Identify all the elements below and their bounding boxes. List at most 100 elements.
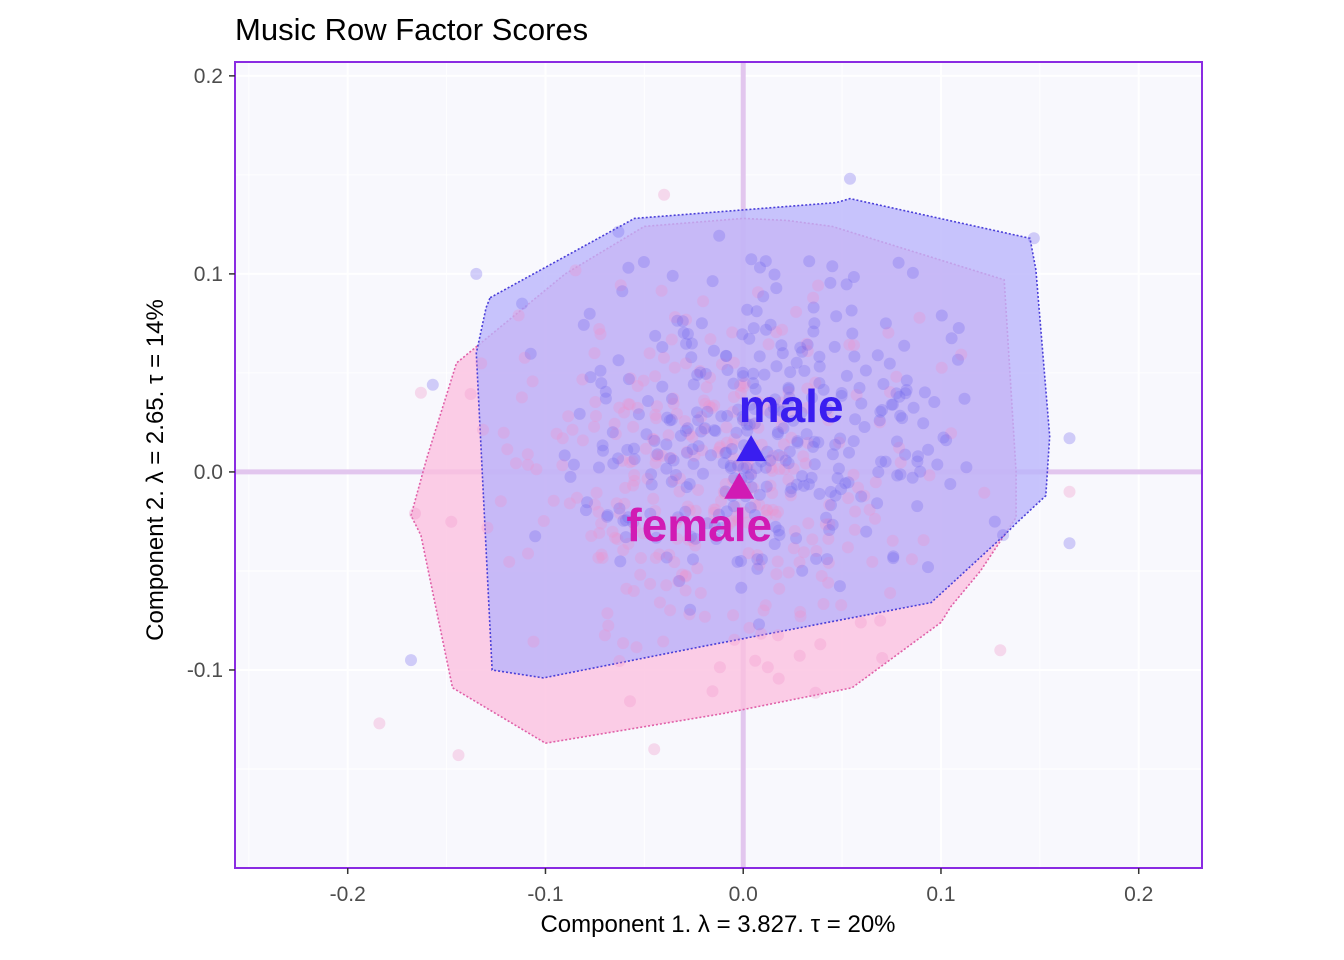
point-female xyxy=(730,510,743,523)
point-male xyxy=(712,508,725,521)
point-male xyxy=(806,391,818,404)
point-female xyxy=(617,637,630,650)
point-female xyxy=(955,348,968,361)
point-male xyxy=(628,453,641,466)
point-male xyxy=(724,459,737,472)
point-male xyxy=(840,278,853,291)
point-female xyxy=(747,482,760,494)
point-female xyxy=(772,629,784,642)
point-male xyxy=(737,462,750,475)
point-male xyxy=(824,485,837,498)
point-female xyxy=(647,492,660,505)
point-male xyxy=(720,350,733,362)
point-male xyxy=(813,377,826,390)
point-female xyxy=(649,551,662,564)
point-male xyxy=(708,520,721,532)
point-male xyxy=(911,500,924,513)
point-male xyxy=(735,555,747,567)
point-female xyxy=(689,539,702,552)
point-female xyxy=(503,555,516,568)
point-female xyxy=(566,423,579,436)
point-male xyxy=(754,261,766,274)
point-female xyxy=(656,449,669,462)
point-female xyxy=(905,553,918,566)
point-female xyxy=(753,519,765,532)
point-male xyxy=(720,446,733,459)
point-male xyxy=(720,505,733,518)
point-female xyxy=(414,386,427,399)
point-female xyxy=(595,517,608,530)
point-male xyxy=(928,396,941,408)
point-male xyxy=(715,410,728,423)
point-male xyxy=(783,445,796,458)
point-female xyxy=(618,406,631,419)
point-male xyxy=(940,434,953,447)
point-male xyxy=(580,504,592,517)
point-female xyxy=(737,380,750,393)
point-male xyxy=(706,275,719,288)
point-male xyxy=(886,398,899,411)
point-female xyxy=(863,503,876,516)
point-female xyxy=(608,417,621,430)
point-male xyxy=(719,447,732,460)
point-female xyxy=(759,599,772,612)
point-male xyxy=(724,462,737,474)
point-male xyxy=(914,465,927,478)
point-male xyxy=(749,383,762,395)
point-female xyxy=(556,432,569,445)
point-female xyxy=(720,421,733,434)
point-female xyxy=(521,458,534,471)
point-female xyxy=(760,509,773,522)
point-male xyxy=(796,564,809,577)
point-male xyxy=(601,510,614,523)
point-male xyxy=(664,452,677,465)
point-male xyxy=(830,310,843,323)
point-female xyxy=(706,685,719,698)
point-female xyxy=(753,498,766,511)
point-male xyxy=(743,418,756,431)
point-male xyxy=(667,454,680,467)
point-female xyxy=(752,421,765,434)
point-female xyxy=(629,521,642,534)
point-male xyxy=(744,501,757,514)
point-female xyxy=(749,654,762,667)
point-male xyxy=(656,380,669,393)
point-female xyxy=(691,562,704,575)
point-female xyxy=(521,448,534,461)
point-female xyxy=(747,418,760,431)
point-female xyxy=(649,449,662,462)
point-female xyxy=(688,449,701,462)
point-male xyxy=(879,317,892,330)
point-female xyxy=(464,388,477,400)
point-female xyxy=(590,410,602,422)
point-female xyxy=(775,396,788,409)
point-female xyxy=(802,517,815,530)
point-male xyxy=(785,482,798,495)
point-male xyxy=(750,462,763,474)
point-female xyxy=(728,633,741,646)
point-female xyxy=(715,494,727,507)
point-male xyxy=(577,318,590,331)
point-female xyxy=(785,431,798,444)
hull-male xyxy=(475,197,1051,679)
point-male xyxy=(619,531,632,544)
point-male xyxy=(644,507,657,520)
point-female xyxy=(761,503,774,516)
point-male xyxy=(988,515,1001,528)
point-female xyxy=(849,505,862,518)
point-female xyxy=(713,661,726,674)
point-male xyxy=(997,529,1010,542)
point-female xyxy=(772,505,784,518)
point-male xyxy=(747,322,760,335)
point-female xyxy=(626,455,639,468)
point-female xyxy=(698,610,711,623)
point-female xyxy=(477,423,489,436)
point-female xyxy=(761,661,774,674)
point-female xyxy=(788,525,801,537)
point-male xyxy=(622,261,635,274)
point-female xyxy=(945,427,958,440)
point-male xyxy=(855,490,868,503)
point-male xyxy=(645,468,658,481)
y-tick-label: -0.1 xyxy=(187,659,223,682)
